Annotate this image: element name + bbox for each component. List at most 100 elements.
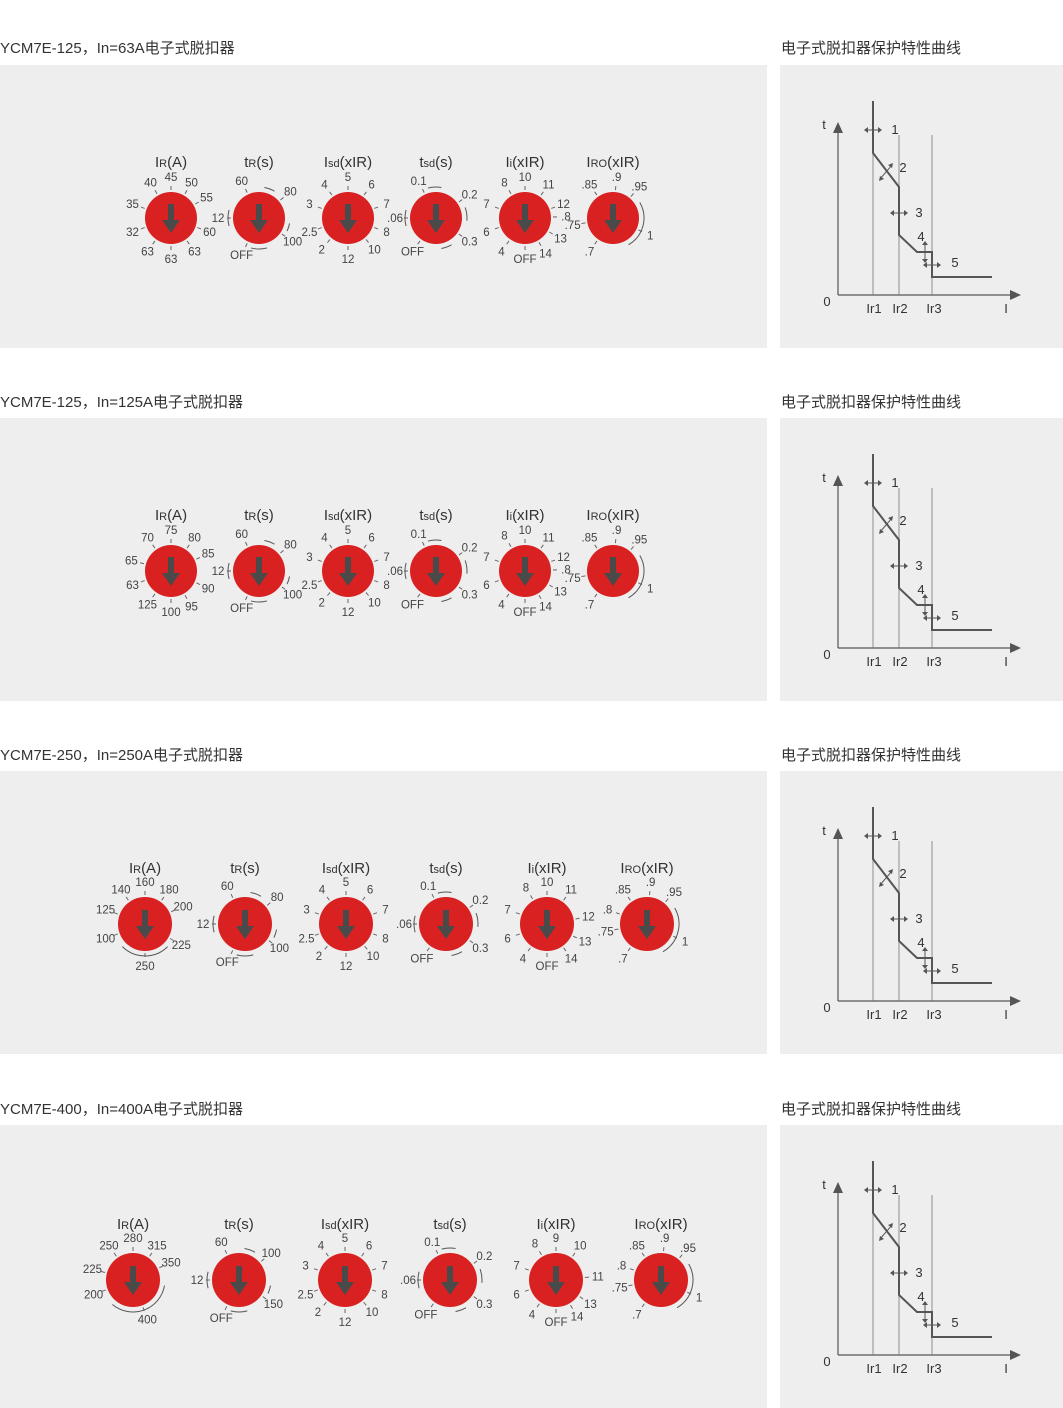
arrow-down-icon <box>124 1266 142 1295</box>
dial-knob[interactable]: IR(A)160 180 200 225 250 100 125 140 <box>96 860 193 973</box>
dial-scale-label: 160 <box>135 877 154 889</box>
dial-tick <box>540 191 544 196</box>
dial-tick <box>363 191 367 196</box>
dial-knob[interactable]: tR(s) 60 80 100 OFF 12 <box>212 507 303 615</box>
arrow-down-icon <box>427 204 445 233</box>
dial-knob[interactable]: tsd(s) 0.1 0.2 0.3 OFF .06 <box>387 154 478 259</box>
dial-bracket <box>236 954 254 957</box>
dial-bracket <box>628 202 645 246</box>
dial-scale-label: 250 <box>135 961 154 973</box>
dial-tick <box>594 240 598 245</box>
dial-knob[interactable]: IRO(xIR).9 .95 1 .7 .75 .85 <box>565 154 654 259</box>
dial-tick <box>140 206 145 209</box>
dial-tick <box>169 938 174 941</box>
curve-title: 电子式脱扣器保护特性曲线 <box>781 40 962 57</box>
dial-scale-label: OFF <box>210 1313 233 1325</box>
dial-scale-label: 7 <box>383 552 389 564</box>
zone-1-label: 1 <box>891 122 898 137</box>
dial-knob[interactable]: IR(A)280 315 350 400 200 225 250 <box>83 1216 181 1326</box>
dial-scale-label: 4 <box>319 885 326 897</box>
dial-scale-label: 12 <box>339 1317 352 1329</box>
dial-scale-label: 9 <box>553 1233 559 1245</box>
dial-scale-label: .8 <box>561 212 571 224</box>
dial-scale-label: .85 <box>629 1241 645 1253</box>
dial-scale-label: OFF <box>401 600 424 612</box>
dial-scale-label: 12 <box>557 552 570 564</box>
dial-knob[interactable]: Isd(xIR)5 67 810 12 22.5 34 <box>299 860 389 973</box>
dial-bracket <box>212 915 215 933</box>
dial-scale-label: 1 <box>647 230 653 242</box>
dial-knob[interactable]: tR(s) 60 100 150 OFF 12 <box>191 1216 283 1325</box>
dial-scale-label: 40 <box>144 177 157 189</box>
dial-knob[interactable]: tsd(s) 0.1 0.2 0.3 OFF .06 <box>396 860 488 965</box>
dial-tick <box>551 559 556 562</box>
t-label: t <box>822 1177 826 1192</box>
dial-knob[interactable]: Isd(xIR)5 67 810 12 22.5 34 <box>301 154 389 266</box>
dial-title: tR(s) <box>230 860 260 877</box>
dial-scale-label: 4 <box>498 247 505 259</box>
dial-knob[interactable]: tsd(s) 0.1 0.2 0.3 OFF .06 <box>387 507 478 612</box>
dial-scale-label: 55 <box>200 193 213 205</box>
dial-knob[interactable]: IRO(xIR).9 .95 1 .7 .75 .85 <box>565 507 654 612</box>
dial-bracket <box>417 1271 420 1289</box>
dial-knob[interactable]: Isd(xIR)5 67 810 12 22.5 34 <box>301 507 389 619</box>
dial-scale-label: 8 <box>381 1289 387 1301</box>
dial-tick <box>426 947 430 952</box>
dial-tick <box>262 1296 267 1300</box>
zone-3-label: 3 <box>915 205 922 220</box>
zone-5-label: 5 <box>951 961 958 976</box>
ir1-label: Ir1 <box>866 1361 881 1376</box>
dial-scale-label: .9 <box>646 877 656 889</box>
dial-knob[interactable]: tsd(s) 0.1 0.2 0.3 OFF .06 <box>400 1216 492 1321</box>
protection-curve: t 0 I Ir1 Ir2 Ir3 1 2 3 4 5 <box>822 101 1021 316</box>
dial-title: IR(A) <box>155 507 187 524</box>
dial-tick <box>323 1301 327 1306</box>
dial-bracket <box>227 562 230 580</box>
dial-title: IRO(xIR) <box>634 1216 687 1233</box>
dial-scale-label: 13 <box>554 234 567 246</box>
dial-tick <box>365 239 369 243</box>
dial-tick <box>245 188 248 193</box>
dial-scale-label: 50 <box>185 177 198 189</box>
dial-tick <box>417 593 421 598</box>
dial-group: IR(A)280315350400200225250tR(s)60100150O… <box>83 1216 703 1329</box>
dial-scale-label: 8 <box>532 1239 538 1251</box>
dial-knob[interactable]: tR(s) 60 80 100 OFF 12 <box>212 154 303 262</box>
dial-scale-label: .75 <box>612 1282 628 1294</box>
dial-bracket <box>230 1310 248 1313</box>
dial-knob[interactable]: IRO(xIR).9 .95 1 .7 .75 .8.85 <box>612 1216 703 1321</box>
dial-tick <box>494 559 499 562</box>
dial-scale-label: 4 <box>321 532 328 544</box>
dial-tick <box>245 596 248 601</box>
arrow-down-icon <box>604 557 622 586</box>
dial-scale-label: 8 <box>383 227 389 239</box>
dial-scale-label: OFF <box>230 250 253 262</box>
dial-knob[interactable]: IRO(xIR).9 .95 1 .7 .75 .8.85 <box>598 860 689 965</box>
curve-panel: t 0 I Ir1 Ir2 Ir3 1 2 3 4 5 <box>780 65 1063 348</box>
dial-scale-label: 0.2 <box>462 542 478 554</box>
dial-scale-label: 10 <box>574 1241 587 1253</box>
dial-scale-label: 10 <box>367 951 380 963</box>
arrow-down-icon <box>250 204 268 233</box>
dial-scale-label: 5 <box>342 1233 348 1245</box>
dial-panel: IR(A) 280 315 350 400 200 225 250 tR(s) 60 100 150 O… <box>0 1125 767 1408</box>
dial-tick <box>594 544 598 549</box>
adjust-arrowhead-icon <box>923 615 941 621</box>
dial-tick <box>362 896 366 901</box>
zone-4-label: 4 <box>917 935 924 950</box>
dial-title: tsd(s) <box>419 507 452 524</box>
dial-scale-label: 35 <box>126 199 139 211</box>
dial-scale-label: .7 <box>585 247 595 259</box>
dial-tick <box>563 896 567 901</box>
dial-knob[interactable]: tR(s) 60 80 100 OFF 12 <box>197 860 289 969</box>
dial-knob[interactable]: Isd(xIR)5 67 810 12 22.5 34 <box>298 1216 388 1329</box>
t-label: t <box>822 823 826 838</box>
origin-label: 0 <box>823 294 830 309</box>
dial-scale-label: .9 <box>660 1233 670 1245</box>
